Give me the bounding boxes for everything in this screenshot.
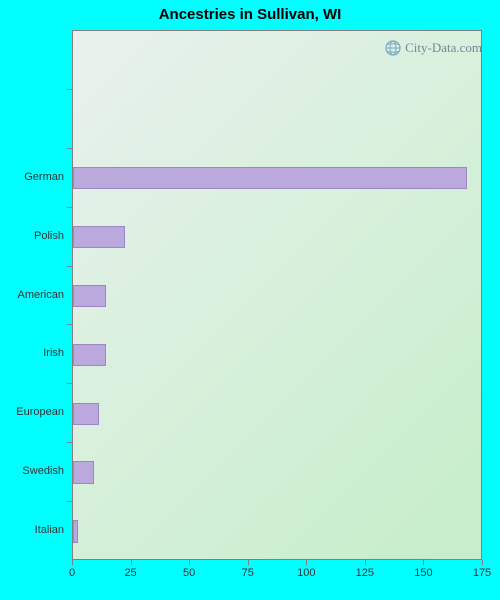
bar (73, 461, 94, 483)
x-tick-label: 50 (183, 567, 195, 579)
x-tick-mark (72, 560, 73, 565)
bar (73, 285, 106, 307)
x-tick-label: 25 (124, 567, 136, 579)
x-tick-mark (248, 560, 249, 565)
x-tick-label: 125 (356, 567, 374, 579)
watermark-text: City-Data.com (405, 40, 482, 56)
y-tick-mark (67, 383, 72, 384)
x-tick-label: 75 (242, 567, 254, 579)
x-tick-mark (189, 560, 190, 565)
bar (73, 226, 125, 248)
y-tick-label: German (24, 171, 64, 183)
y-tick-mark (67, 207, 72, 208)
bar (73, 344, 106, 366)
x-tick-mark (365, 560, 366, 565)
x-tick-label: 150 (414, 567, 432, 579)
chart-title: Ancestries in Sullivan, WI (0, 6, 500, 23)
y-tick-label: European (16, 406, 64, 418)
x-tick-mark (306, 560, 307, 565)
page-root: Ancestries in Sullivan, WI City-Data.com… (0, 0, 500, 600)
y-tick-mark (67, 89, 72, 90)
bar (73, 520, 78, 542)
x-tick-mark (131, 560, 132, 565)
globe-icon (385, 40, 401, 56)
y-tick-mark (67, 442, 72, 443)
y-tick-label: Italian (35, 524, 64, 536)
y-tick-mark (67, 324, 72, 325)
y-tick-mark (67, 266, 72, 267)
x-tick-mark (482, 560, 483, 565)
x-tick-mark (423, 560, 424, 565)
y-tick-mark (67, 148, 72, 149)
y-tick-label: Polish (34, 230, 64, 242)
y-tick-mark (67, 501, 72, 502)
x-tick-label: 0 (69, 567, 75, 579)
y-tick-label: Irish (43, 347, 64, 359)
plot-background (73, 31, 481, 559)
y-tick-label: American (18, 289, 64, 301)
watermark: City-Data.com (385, 40, 482, 56)
bar (73, 167, 467, 189)
x-tick-label: 100 (297, 567, 315, 579)
plot-area (72, 30, 482, 560)
bar (73, 403, 99, 425)
x-tick-label: 175 (473, 567, 491, 579)
y-tick-label: Swedish (22, 465, 64, 477)
